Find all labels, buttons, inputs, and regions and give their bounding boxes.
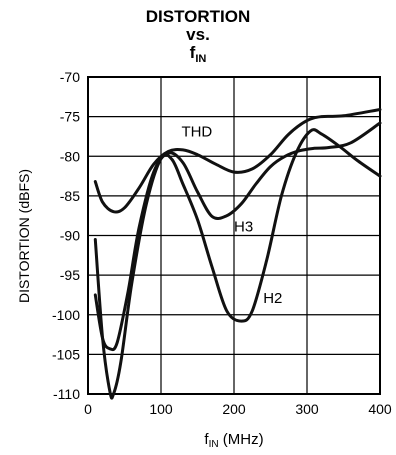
series-line-thd [93,108,382,214]
plot-frame [87,76,381,395]
annotation-label-h3: H3 [234,219,253,236]
annotation-group: THD H3 H2 [181,123,282,306]
y-tick-label: -80 [60,148,80,164]
x-tick-label: 100 [149,401,173,417]
chart-title-subscript: IN [195,53,207,65]
chart-title-line1: DISTORTION [145,7,251,26]
x-tick-label: 200 [222,401,246,417]
chart-title-f: f [189,43,196,62]
x-axis-label-f: f [204,431,209,448]
annotation-label-h2: H2 [263,290,282,307]
y-tick-label: -105 [52,346,80,362]
series-line-h3 [93,121,382,352]
y-axis-label: DISTORTION (dBFS) [16,169,32,303]
x-axis-label-unit: (MHz) [219,431,264,448]
x-tick-label: 400 [368,401,392,417]
y-tick-label: -75 [60,109,80,125]
y-tick-label: -100 [52,307,80,323]
y-tick-label: -110 [53,386,80,402]
annotation-label-thd: THD [181,123,212,140]
chart-title-line3: fIN [0,44,396,68]
x-tick-label: 0 [84,401,92,417]
x-tick-label: 300 [295,401,319,417]
y-tick-label: -85 [60,188,80,204]
x-axis-label: fIN (MHz) [204,431,263,450]
y-tick-label: -95 [60,267,80,283]
chart-title-line2: vs. [186,25,210,44]
series-line-h2 [93,128,382,400]
y-tick-label: -70 [60,69,80,85]
x-axis-label-subscript: IN [209,439,219,450]
y-tick-labels: -70 -75 -80 -85 -90 -95 -100 -105 -110 [52,69,80,402]
series-group [93,108,382,400]
x-tick-labels: 0 100 200 300 400 [84,401,392,417]
y-tick-label: -90 [60,228,80,244]
